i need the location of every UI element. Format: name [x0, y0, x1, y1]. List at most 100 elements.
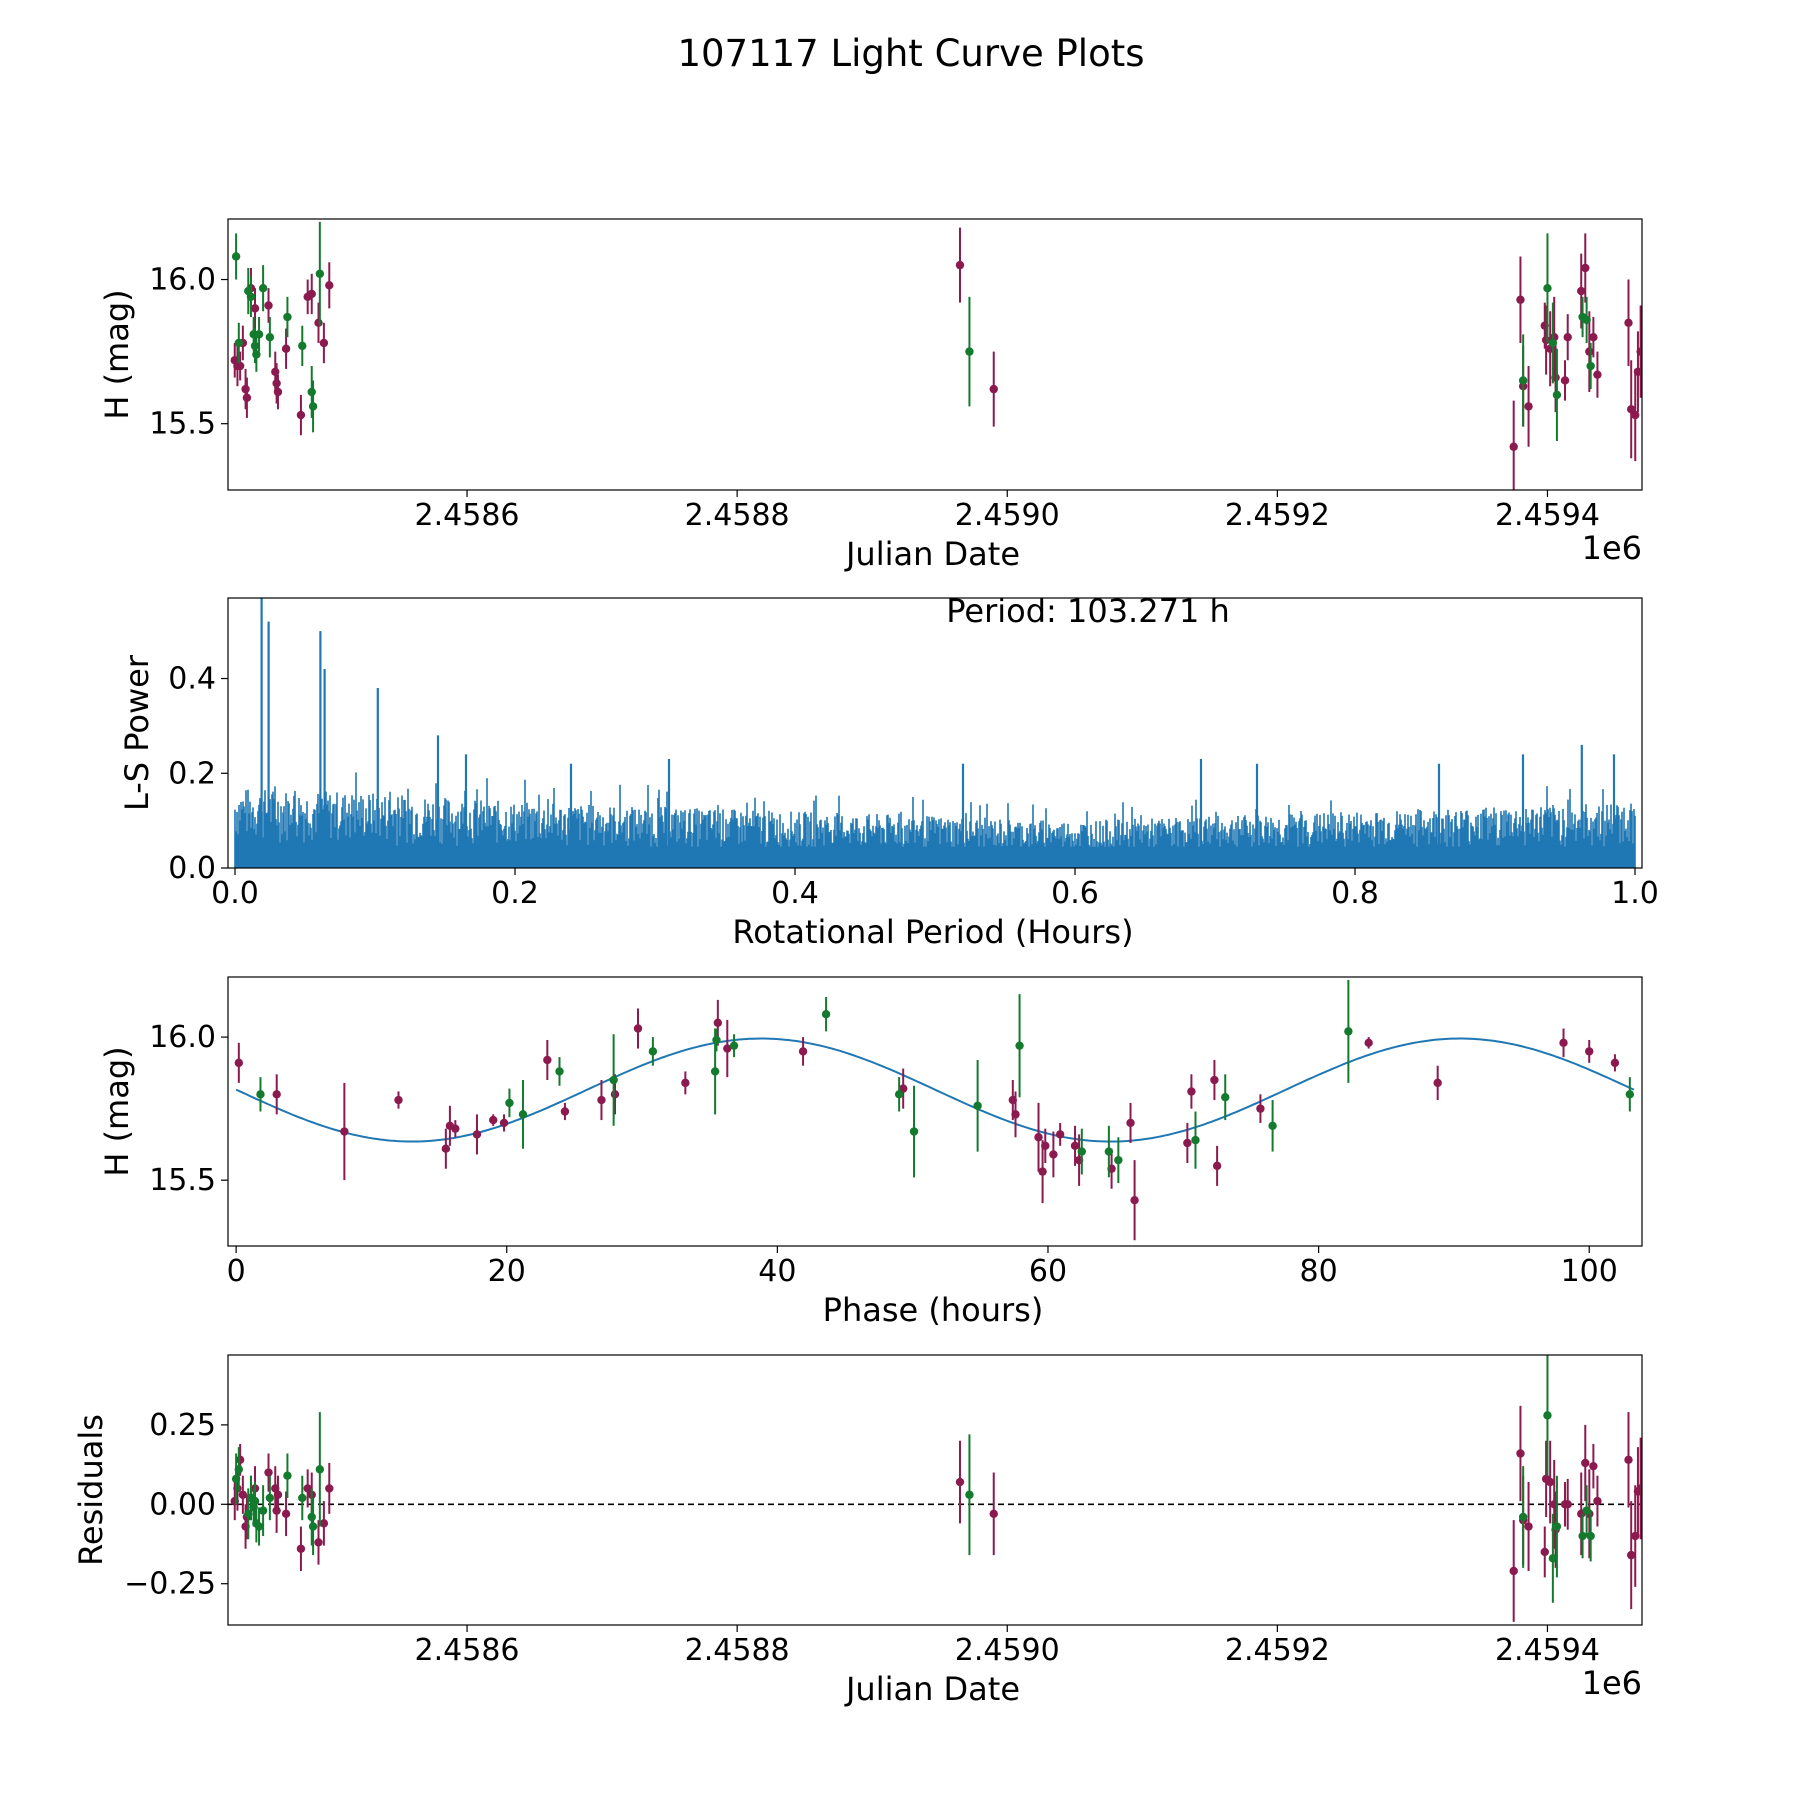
marker	[451, 1124, 460, 1133]
data-point	[1055, 1122, 1065, 1146]
data-point	[597, 1080, 606, 1121]
data-point	[1540, 1526, 1549, 1578]
plot-area	[228, 1355, 1642, 1622]
marker	[1625, 1090, 1635, 1099]
data-point	[298, 325, 307, 367]
marker	[254, 1522, 264, 1531]
panel-residuals: 2.4586 2.4588 2.4590 2.4592 2.4594 0.25 0.00 −0…	[72, 1354, 1643, 1708]
data-point	[1212, 1145, 1222, 1186]
fit-curve	[235, 1037, 1635, 1143]
data-point	[1552, 1475, 1562, 1578]
marker	[1011, 1110, 1020, 1119]
marker	[303, 1484, 312, 1493]
marker	[1516, 295, 1525, 304]
marker	[648, 1047, 658, 1056]
marker	[1624, 1455, 1633, 1465]
marker	[1509, 442, 1518, 451]
marker	[1563, 333, 1572, 342]
marker	[1586, 1531, 1595, 1541]
data-point	[1563, 1478, 1572, 1530]
marker	[235, 1455, 245, 1465]
x-tick-label: 2.4588	[685, 498, 790, 533]
data-point	[1104, 1125, 1114, 1178]
data-point	[314, 1520, 323, 1565]
marker	[241, 384, 250, 394]
marker	[499, 1118, 509, 1128]
x-tick-label: 0	[227, 1254, 246, 1289]
marker	[1524, 1522, 1533, 1531]
data-point	[1563, 314, 1572, 361]
x-tick-label: 100	[1561, 1254, 1618, 1289]
marker	[723, 1044, 732, 1053]
marker	[1516, 1449, 1525, 1458]
data-point	[723, 1019, 732, 1078]
data-point	[252, 337, 261, 372]
y-axis: 0.25 0.00 −0.25	[124, 1408, 228, 1602]
data-point	[264, 1453, 273, 1492]
y-tick-label: 0.25	[149, 1408, 216, 1443]
x-tick-label: 2.4590	[955, 498, 1060, 533]
x-offset-label: 1e6	[1582, 1664, 1642, 1702]
marker	[283, 1471, 292, 1480]
axes-frame	[227, 976, 1643, 1247]
axes-frame	[227, 1354, 1643, 1626]
x-tick-label: 2.4594	[1495, 1633, 1600, 1668]
marker	[307, 289, 316, 299]
periodogram-base	[235, 846, 1635, 868]
data-point	[1210, 1059, 1219, 1101]
marker	[1540, 1547, 1549, 1557]
data-point	[308, 1497, 318, 1556]
y-axis-label: H (mag)	[98, 1046, 136, 1176]
axes-frame	[227, 597, 1643, 869]
data-point	[989, 1472, 998, 1556]
data-point	[235, 351, 245, 381]
x-tick-label: 2.4592	[1225, 498, 1330, 533]
x-tick-label: 2.4588	[685, 1633, 790, 1668]
x-axis: 0.0 0.2 0.4 0.6 0.8 1.0	[211, 868, 1659, 911]
marker	[314, 1538, 323, 1547]
marker	[234, 1058, 244, 1068]
data-point	[1114, 1137, 1123, 1184]
data-point	[1548, 302, 1558, 384]
data-point	[1582, 296, 1591, 343]
data-point	[283, 296, 292, 338]
y-tick-label: 0.00	[149, 1487, 216, 1522]
data-point	[1545, 1440, 1555, 1524]
data-point	[1126, 1102, 1135, 1143]
y-axis: 15.5 16.0	[149, 1020, 228, 1198]
marker	[1560, 376, 1570, 385]
data-point	[1543, 233, 1552, 343]
data-point	[258, 265, 268, 312]
axes-frame	[227, 218, 1643, 491]
marker	[1433, 1078, 1442, 1088]
marker	[273, 1490, 283, 1499]
data-point	[319, 322, 329, 364]
data-point	[451, 1120, 460, 1138]
x-offset-label: 1e6	[1582, 529, 1642, 567]
marker	[1577, 286, 1586, 296]
marker	[543, 1055, 552, 1065]
marker	[965, 1490, 974, 1499]
plot-area	[234, 598, 1636, 868]
data-point	[1433, 1065, 1442, 1101]
marker	[256, 1090, 265, 1099]
marker	[246, 292, 256, 302]
x-tick-label: 40	[758, 1254, 796, 1289]
y-axis-label: L-S Power	[118, 654, 156, 811]
data-point	[1344, 979, 1353, 1083]
marker	[821, 1010, 831, 1019]
data-point	[1626, 1501, 1636, 1610]
data-point	[955, 1440, 965, 1524]
data-point	[1038, 1140, 1047, 1204]
marker	[1212, 1161, 1222, 1171]
marker	[1130, 1196, 1139, 1205]
data-point	[281, 328, 291, 369]
data-point	[1624, 1412, 1633, 1508]
marker	[1041, 1141, 1050, 1151]
marker	[394, 1095, 403, 1105]
x-axis-label: Rotational Period (Hours)	[732, 913, 1133, 951]
data-point	[1518, 334, 1528, 427]
x-tick-label: 2.4594	[1495, 498, 1600, 533]
marker	[298, 341, 307, 351]
